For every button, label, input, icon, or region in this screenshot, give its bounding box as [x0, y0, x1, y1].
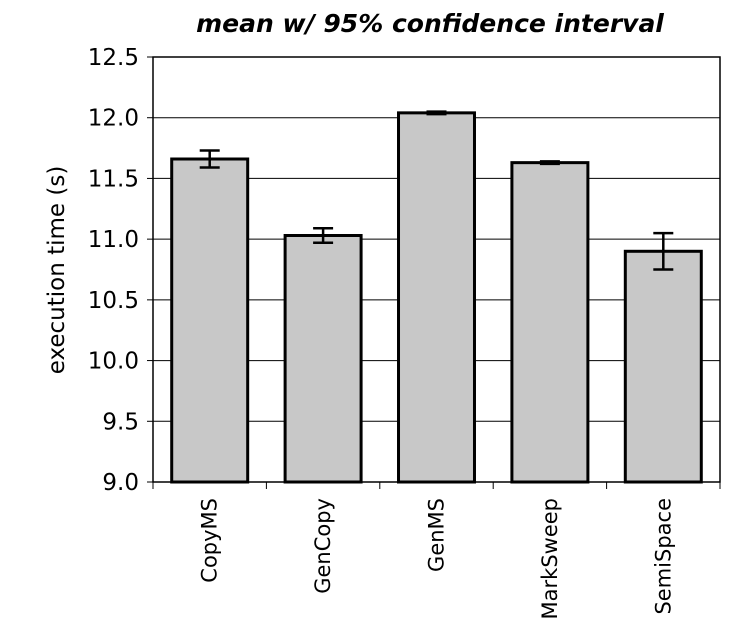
- bar-genms: [397, 111, 476, 484]
- bar-gencopy: [283, 234, 363, 484]
- x-tick-labels: CopyMS GenCopy GenMS MarkSweep SemiSpace: [198, 498, 676, 619]
- y-tick-label: 10.0: [88, 349, 139, 375]
- plot-frame: [152, 56, 721, 483]
- y-tick-label: 9.0: [102, 470, 139, 496]
- y-tick-label: 10.5: [88, 288, 139, 314]
- bar-semispace: [623, 249, 703, 484]
- bars: [170, 111, 703, 484]
- bar-marksweep: [510, 161, 590, 484]
- y-tick-labels: 9.0 9.5 10.0 10.5 11.0 11.5 12.0 12.5: [88, 45, 139, 496]
- chart-title: mean w/ 95% confidence interval: [196, 9, 664, 38]
- bar-copyms: [170, 157, 250, 484]
- y-axis-label: execution time (s): [44, 166, 70, 375]
- error-bars: [199, 110, 674, 271]
- x-tick-label-marksweep: MarkSweep: [538, 498, 562, 619]
- y-tick-label: 12.0: [88, 106, 139, 132]
- axes: [147, 56, 721, 489]
- x-tick-label-genms: GenMS: [425, 498, 449, 572]
- y-tick-label: 11.5: [88, 166, 139, 192]
- x-tick-label-semispace: SemiSpace: [651, 498, 675, 615]
- x-tick-label-copyms: CopyMS: [198, 498, 222, 583]
- x-tick-label-gencopy: GenCopy: [311, 498, 335, 594]
- y-tick-label: 9.5: [102, 409, 139, 435]
- y-tick-label: 12.5: [88, 45, 139, 71]
- y-tick-label: 11.0: [88, 227, 139, 253]
